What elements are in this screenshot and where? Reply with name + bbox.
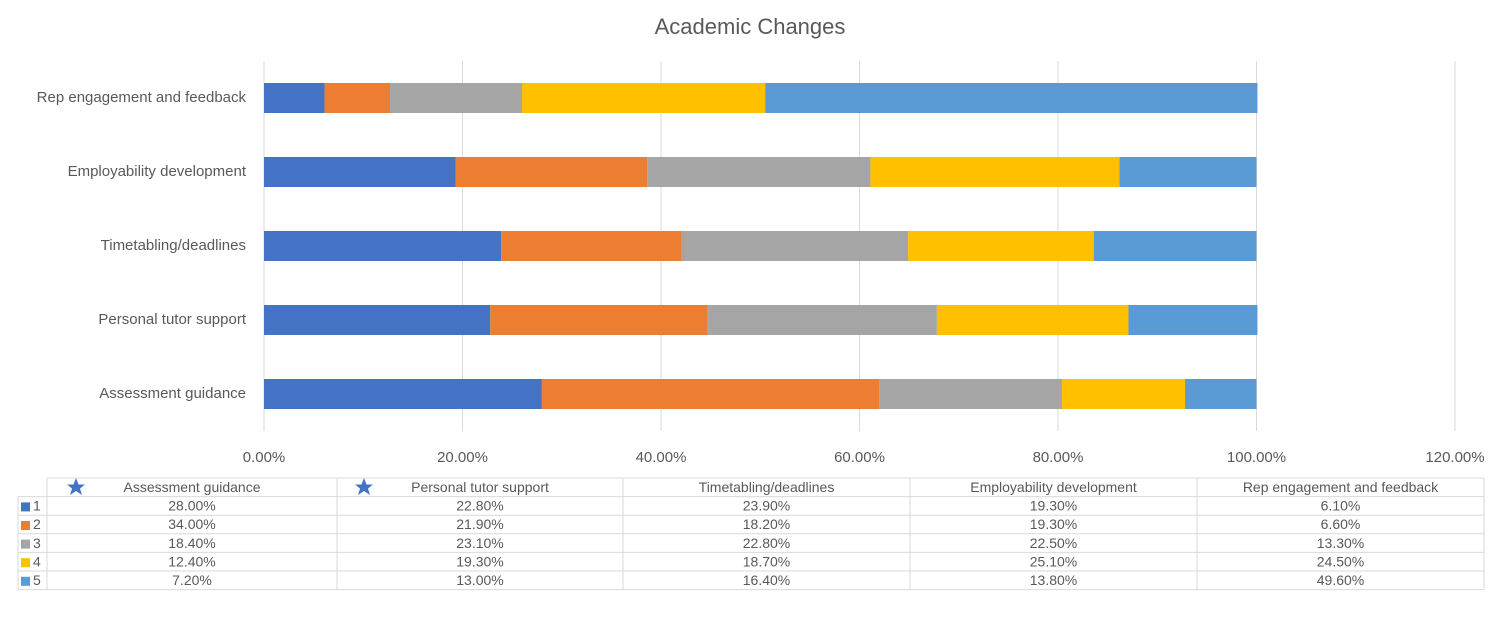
bar-segment xyxy=(264,305,491,335)
bar-segment xyxy=(908,231,1094,261)
legend-label: 4 xyxy=(33,553,41,569)
bar-segment xyxy=(522,83,766,113)
table-cell: 23.10% xyxy=(456,535,503,551)
bar-segment xyxy=(707,305,937,335)
bar-segment xyxy=(879,379,1062,409)
table-header: Rep engagement and feedback xyxy=(1243,479,1439,495)
star-icon xyxy=(67,478,85,495)
table-cell: 28.00% xyxy=(168,498,215,514)
table-header: Employability development xyxy=(970,479,1137,495)
x-tick-label: 60.00% xyxy=(834,449,885,466)
y-tick-label: Employability development xyxy=(68,163,247,180)
legend-key xyxy=(21,502,30,512)
table-cell: 24.50% xyxy=(1317,553,1364,569)
bar-segment xyxy=(264,231,502,261)
table-cell: 18.70% xyxy=(743,553,790,569)
table-cell: 19.30% xyxy=(456,553,503,569)
x-tick-label: 0.00% xyxy=(243,449,286,466)
table-cell: 22.80% xyxy=(743,535,790,551)
bar-segment xyxy=(647,157,871,187)
x-tick-label: 40.00% xyxy=(636,449,687,466)
bar-segment xyxy=(390,83,523,113)
legend-label: 3 xyxy=(33,535,41,551)
star-icon xyxy=(355,478,373,495)
bar-segment xyxy=(681,231,909,261)
table-header: Timetabling/deadlines xyxy=(699,479,835,495)
bar-segment xyxy=(264,83,325,113)
table-cell: 13.80% xyxy=(1030,572,1077,588)
bar-segment xyxy=(936,305,1129,335)
table-cell: 22.80% xyxy=(456,498,503,514)
table-cell: 19.30% xyxy=(1030,498,1077,514)
table-cell: 22.50% xyxy=(1030,535,1077,551)
legend-label: 1 xyxy=(33,498,41,514)
table-cell: 18.20% xyxy=(743,516,790,532)
table-stars xyxy=(67,478,373,495)
table-cell: 13.30% xyxy=(1317,535,1364,551)
table-cell: 6.60% xyxy=(1321,516,1361,532)
table-cell: 23.90% xyxy=(743,498,790,514)
x-tick-label: 20.00% xyxy=(437,449,488,466)
bar-segment xyxy=(455,157,648,187)
bar-segment xyxy=(501,231,682,261)
legend-key xyxy=(21,576,30,586)
x-tick-label: 100.00% xyxy=(1227,449,1286,466)
table-cell: 18.40% xyxy=(168,535,215,551)
bar-segment xyxy=(264,379,542,409)
bar-segment xyxy=(1185,379,1257,409)
y-tick-label: Timetabling/deadlines xyxy=(101,237,246,254)
legend-key xyxy=(21,558,30,568)
table-cell: 25.10% xyxy=(1030,553,1077,569)
table-header: Assessment guidance xyxy=(124,479,261,495)
bar-segment xyxy=(541,379,880,409)
x-tick-label: 80.00% xyxy=(1033,449,1084,466)
table-header: Personal tutor support xyxy=(411,479,549,495)
table-cell: 12.40% xyxy=(168,553,215,569)
y-tick-label: Assessment guidance xyxy=(99,385,246,402)
table-cell: 34.00% xyxy=(168,516,215,532)
y-tick-label: Rep engagement and feedback xyxy=(37,89,247,106)
legend-label: 2 xyxy=(33,516,41,532)
x-tick-label: 120.00% xyxy=(1425,449,1484,466)
table-cell: 49.60% xyxy=(1317,572,1364,588)
bar-segment xyxy=(324,83,391,113)
bar-segment xyxy=(1061,379,1186,409)
legend-key xyxy=(21,521,30,530)
bar-segment xyxy=(264,157,456,187)
table-cell: 13.00% xyxy=(456,572,503,588)
bar-segment xyxy=(1119,157,1257,187)
legend-label: 5 xyxy=(33,572,41,588)
chart-title: Academic Changes xyxy=(655,14,846,39)
bar-segment xyxy=(490,305,708,335)
bar-segment xyxy=(870,157,1120,187)
table-cell: 21.90% xyxy=(456,516,503,532)
table-cell: 19.30% xyxy=(1030,516,1077,532)
bar-segment xyxy=(1093,231,1257,261)
y-tick-label: Personal tutor support xyxy=(98,311,246,328)
table-cell: 7.20% xyxy=(172,572,212,588)
bar-segment xyxy=(765,83,1258,113)
bar-segment xyxy=(1128,305,1258,335)
table-cell: 16.40% xyxy=(743,572,790,588)
legend-key xyxy=(21,539,30,549)
table-cell: 6.10% xyxy=(1321,498,1361,514)
